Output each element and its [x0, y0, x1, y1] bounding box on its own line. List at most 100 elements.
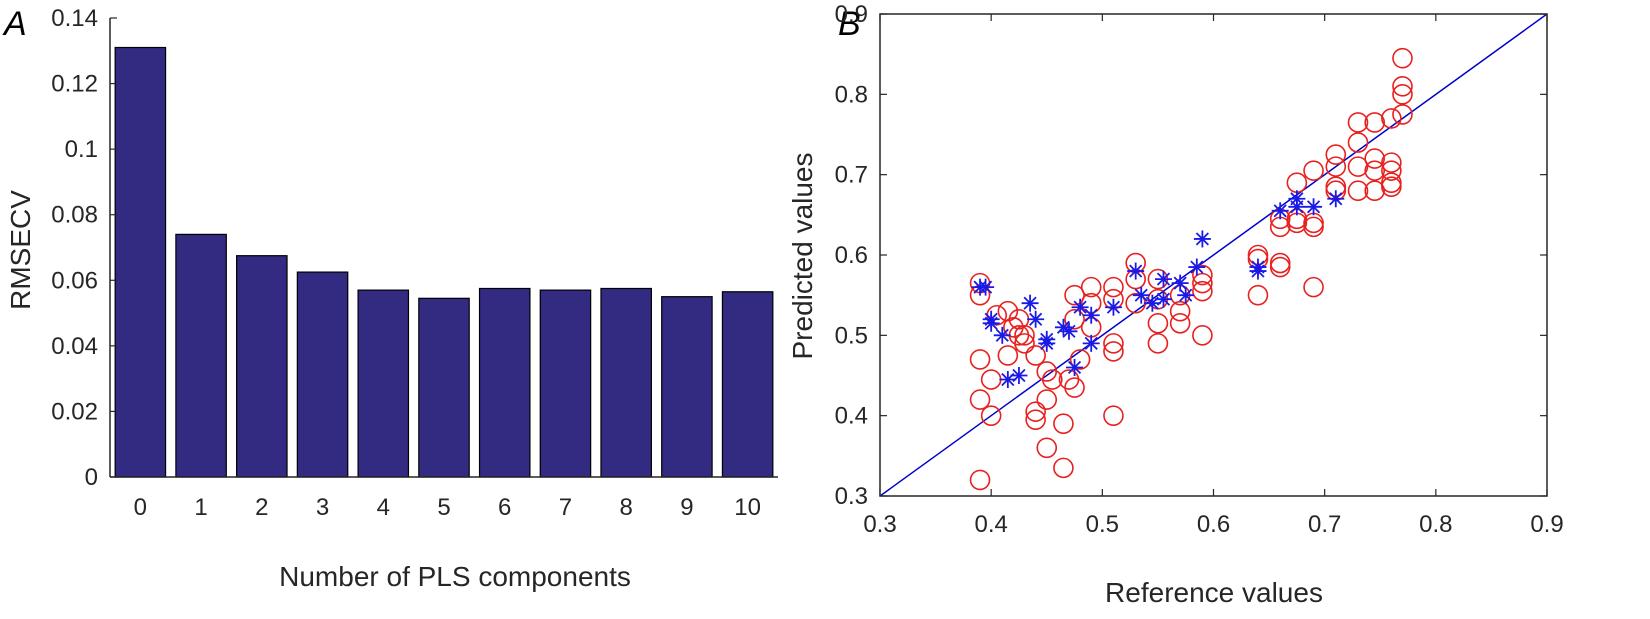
- circle-marker: [1347, 180, 1369, 202]
- y-tick-label-0.04: 0.04: [51, 333, 98, 360]
- circle-marker: [1064, 284, 1085, 306]
- circle-marker: [1364, 180, 1385, 202]
- circle-marker: [1325, 144, 1347, 165]
- bar-chart-x-axis-label: Number of PLS components: [279, 561, 631, 592]
- circle-marker: [1392, 104, 1413, 125]
- x-tick-label-4: 4: [377, 494, 390, 521]
- asterisk-marker: [1104, 298, 1122, 316]
- reference-line-group: [879, 13, 1548, 497]
- y-tick-label-0.02: 0.02: [51, 398, 98, 425]
- circle-marker: [1286, 172, 1308, 193]
- circle-marker: [1347, 156, 1369, 177]
- circle-marker: [1381, 160, 1402, 181]
- circle-marker: [1053, 413, 1074, 435]
- y-tick-label-0.4: 0.4: [835, 403, 868, 430]
- circle-marker: [1381, 172, 1402, 193]
- asterisk-marker: [1305, 198, 1323, 216]
- circle-marker: [1036, 389, 1058, 410]
- asterisk-marker: [1082, 334, 1100, 352]
- asterisk-marker: [1177, 286, 1195, 304]
- circle-marker: [980, 405, 1002, 426]
- circle-marker: [1025, 345, 1046, 366]
- asterisk-marker: [1327, 190, 1345, 208]
- bar-5: [418, 297, 470, 478]
- circle-marker: [1103, 405, 1124, 426]
- asterisk-marker: [1188, 258, 1206, 276]
- asterisk-marker: [1249, 258, 1267, 276]
- scatter-series-asterisks: [971, 190, 1345, 389]
- circle-marker: [1025, 401, 1046, 422]
- circle-marker: [1069, 349, 1091, 370]
- x-tick-label-0.7: 0.7: [1308, 511, 1341, 538]
- asterisk-marker: [1071, 298, 1089, 316]
- asterisk-marker: [1132, 286, 1150, 304]
- bar-6: [478, 287, 531, 478]
- circle-marker: [969, 349, 991, 370]
- asterisk-marker: [1154, 270, 1172, 288]
- circle-marker: [1381, 108, 1402, 129]
- y-tick-label-0.3: 0.3: [835, 483, 868, 510]
- circle-marker: [1392, 47, 1413, 69]
- circle-marker: [1303, 160, 1324, 181]
- bar-10: [721, 291, 774, 478]
- x-tick-label-5: 5: [437, 494, 450, 521]
- y-tick-label-0.7: 0.7: [835, 162, 868, 189]
- circle-marker: [969, 389, 991, 410]
- bar-0: [114, 46, 167, 478]
- asterisk-marker: [1060, 322, 1078, 340]
- circle-marker: [1364, 160, 1385, 181]
- circle-marker: [1192, 264, 1213, 286]
- y-tick-label-0.14: 0.14: [51, 5, 98, 32]
- reference-line: [879, 13, 1548, 497]
- x-tick-label-0.6: 0.6: [1197, 511, 1230, 538]
- circle-marker: [1053, 457, 1074, 479]
- bar-8: [600, 287, 652, 478]
- asterisk-marker: [999, 371, 1017, 389]
- circle-marker: [997, 345, 1019, 366]
- y-tick-label-0.12: 0.12: [51, 71, 98, 98]
- x-tick-label-6: 6: [498, 494, 511, 521]
- scatter-chart-y-axis-label: Predicted values: [787, 152, 818, 359]
- asterisk-marker: [1193, 230, 1211, 248]
- circle-marker: [1269, 256, 1291, 278]
- x-tick-label-0.9: 0.9: [1530, 511, 1563, 538]
- circle-marker: [1014, 333, 1035, 354]
- panel-b-label: B: [838, 5, 861, 43]
- asterisk-marker: [1010, 367, 1028, 384]
- x-tick-label-10: 10: [734, 494, 761, 521]
- x-tick-label-3: 3: [316, 494, 329, 521]
- x-tick-label-1: 1: [194, 494, 207, 521]
- asterisk-marker: [1027, 310, 1045, 328]
- panel-a-label: A: [2, 5, 27, 43]
- asterisk-marker: [1038, 330, 1056, 348]
- asterisk-marker: [1288, 190, 1306, 208]
- bar-chart-axes: 0 1 2 3 4 5 6 7 8 9 10 0 0.02 0.04 0.06 0.08 0.1 0.12 0.14: [51, 5, 778, 521]
- x-tick-label-0.4: 0.4: [974, 511, 1007, 538]
- circle-marker: [1169, 312, 1191, 334]
- asterisk-marker: [1127, 262, 1145, 280]
- circle-marker: [1147, 333, 1169, 354]
- y-tick-label-0.8: 0.8: [835, 81, 868, 108]
- x-tick-label-9: 9: [680, 494, 693, 521]
- asterisk-marker: [1021, 294, 1039, 312]
- circle-marker: [1364, 112, 1385, 133]
- circle-marker: [1192, 280, 1213, 302]
- circle-marker: [1064, 377, 1085, 398]
- asterisk-marker: [1154, 290, 1172, 308]
- circle-marker: [1303, 216, 1324, 238]
- circle-marker: [1392, 76, 1413, 97]
- circle-marker: [1064, 308, 1085, 330]
- circle-marker: [1269, 252, 1291, 274]
- bar-series: [114, 46, 774, 478]
- x-tick-label-7: 7: [559, 494, 572, 521]
- circle-marker: [980, 369, 1002, 390]
- asterisk-marker: [993, 326, 1011, 344]
- x-tick-label-0: 0: [134, 494, 147, 521]
- circle-marker: [1392, 84, 1413, 105]
- bar-4: [357, 289, 410, 478]
- circle-marker: [1169, 300, 1191, 322]
- circle-marker: [1247, 284, 1269, 306]
- bar-9: [661, 296, 713, 478]
- circle-marker: [1147, 312, 1169, 334]
